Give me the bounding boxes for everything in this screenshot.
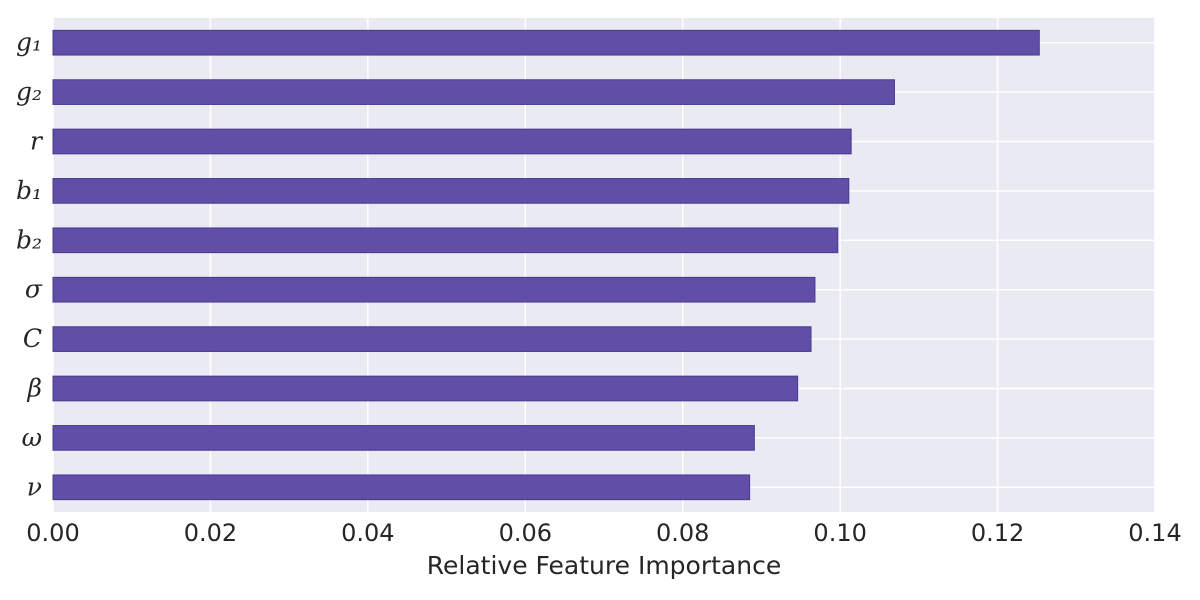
bar	[52, 375, 799, 402]
bar	[52, 128, 852, 155]
x-tick-label: 0.04	[341, 519, 394, 547]
category-label: σ	[25, 275, 43, 304]
x-tick-label: 0.08	[656, 519, 709, 547]
x-tick-label: 0.10	[813, 519, 866, 547]
category-label: g₁	[16, 28, 42, 57]
bar	[52, 29, 1040, 56]
category-label: b₁	[16, 176, 42, 205]
bar	[52, 178, 850, 204]
bars	[52, 29, 1040, 501]
category-label: ω	[22, 423, 42, 452]
x-axis-title: Relative Feature Importance	[427, 551, 781, 580]
x-tick-label: 0.12	[971, 519, 1024, 547]
category-label: r	[30, 127, 44, 156]
x-tick-label: 0.02	[184, 519, 237, 547]
bar	[52, 276, 816, 303]
category-label: ν	[27, 472, 42, 501]
bar	[52, 425, 755, 451]
x-tick-labels: 0.00 0.02 0.04 0.06 0.08 0.10 0.12 0.14	[26, 519, 1181, 547]
category-label: C	[23, 324, 42, 353]
category-label: g₂	[16, 77, 42, 106]
category-label: β	[27, 374, 42, 403]
category-label: b₂	[16, 225, 42, 254]
bar	[52, 79, 895, 105]
bar	[52, 326, 812, 352]
x-tick-label: 0.00	[26, 519, 79, 547]
x-tick-label: 0.14	[1128, 519, 1181, 547]
bar	[52, 227, 839, 254]
bar	[52, 474, 751, 501]
x-tick-label: 0.06	[499, 519, 552, 547]
